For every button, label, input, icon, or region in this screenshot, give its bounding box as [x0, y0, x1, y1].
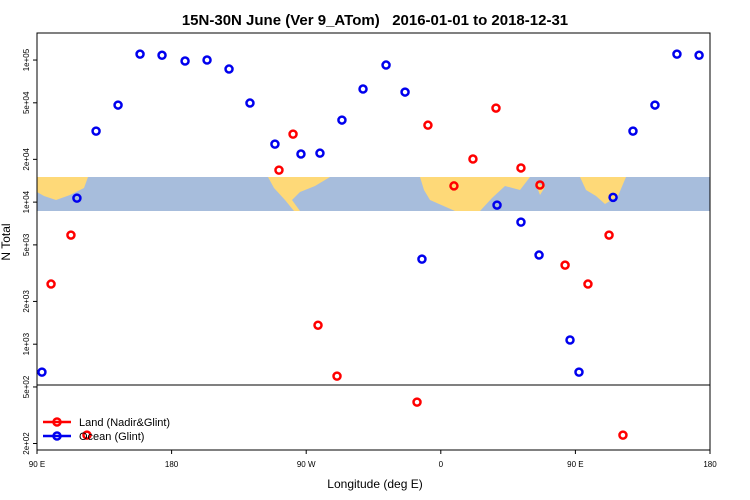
point — [224, 64, 234, 74]
y-axis-label: N Total — [0, 223, 13, 260]
point — [608, 192, 618, 203]
point — [113, 100, 123, 110]
point — [628, 126, 638, 136]
point — [516, 163, 526, 173]
point — [650, 100, 660, 110]
point — [245, 98, 255, 108]
point — [618, 430, 628, 440]
point — [412, 397, 422, 407]
y-tick-label: 1e+04 — [22, 190, 31, 213]
point — [288, 129, 298, 139]
point — [417, 254, 427, 264]
y-tick-label: 2e+02 — [22, 432, 31, 455]
point — [423, 120, 433, 130]
legend-label: Ocean (Glint) — [79, 431, 144, 443]
point — [535, 180, 545, 190]
y-tick-label: 2e+04 — [22, 148, 31, 171]
point — [135, 49, 145, 59]
point — [492, 200, 502, 210]
point — [180, 56, 190, 66]
x-tick-label: 0 — [439, 460, 444, 469]
x-tick-label: 180 — [703, 460, 717, 469]
point — [202, 55, 212, 65]
y-tick-label: 5e+03 — [22, 233, 31, 256]
x-tick-label: 180 — [165, 460, 179, 469]
point — [449, 181, 459, 191]
x-axis-label: Longitude (deg E) — [327, 477, 422, 491]
point — [574, 367, 584, 377]
point — [381, 60, 391, 70]
point — [82, 430, 92, 440]
x-tick-label: 90 E — [567, 460, 583, 469]
point — [560, 260, 570, 270]
point — [672, 49, 682, 59]
point — [694, 50, 704, 61]
point — [468, 154, 478, 164]
point — [91, 126, 101, 136]
point — [400, 87, 410, 97]
point — [72, 193, 82, 203]
plot-frame — [36, 32, 711, 451]
point — [583, 279, 593, 289]
legend-marker — [52, 431, 62, 441]
point — [516, 217, 526, 227]
x-tick-label: 90 W — [297, 460, 316, 469]
point — [157, 50, 167, 61]
point — [274, 165, 284, 175]
point — [46, 279, 56, 289]
point — [358, 84, 368, 94]
point — [604, 230, 614, 240]
point — [534, 250, 544, 260]
point — [296, 149, 306, 159]
point — [37, 367, 47, 377]
legend-label: Land (Nadir&Glint) — [79, 417, 170, 429]
point — [313, 320, 323, 330]
point — [315, 148, 325, 158]
y-tick-label: 5e+02 — [22, 375, 31, 398]
point — [332, 371, 342, 381]
y-tick-label: 5e+04 — [22, 91, 31, 114]
point — [491, 103, 501, 113]
x-tick-label: 90 E — [29, 460, 45, 469]
y-tick-label: 1e+03 — [22, 332, 31, 355]
point — [565, 335, 575, 345]
y-tick-label: 2e+03 — [22, 290, 31, 313]
y-tick-label: 1e+05 — [22, 48, 31, 71]
map-strip — [37, 177, 710, 211]
point — [337, 115, 347, 125]
legend-marker — [52, 417, 62, 427]
chart-title: 15N-30N June (Ver 9_ATom) 2016-01-01 to … — [182, 12, 568, 29]
point — [66, 230, 76, 240]
point — [270, 139, 280, 149]
